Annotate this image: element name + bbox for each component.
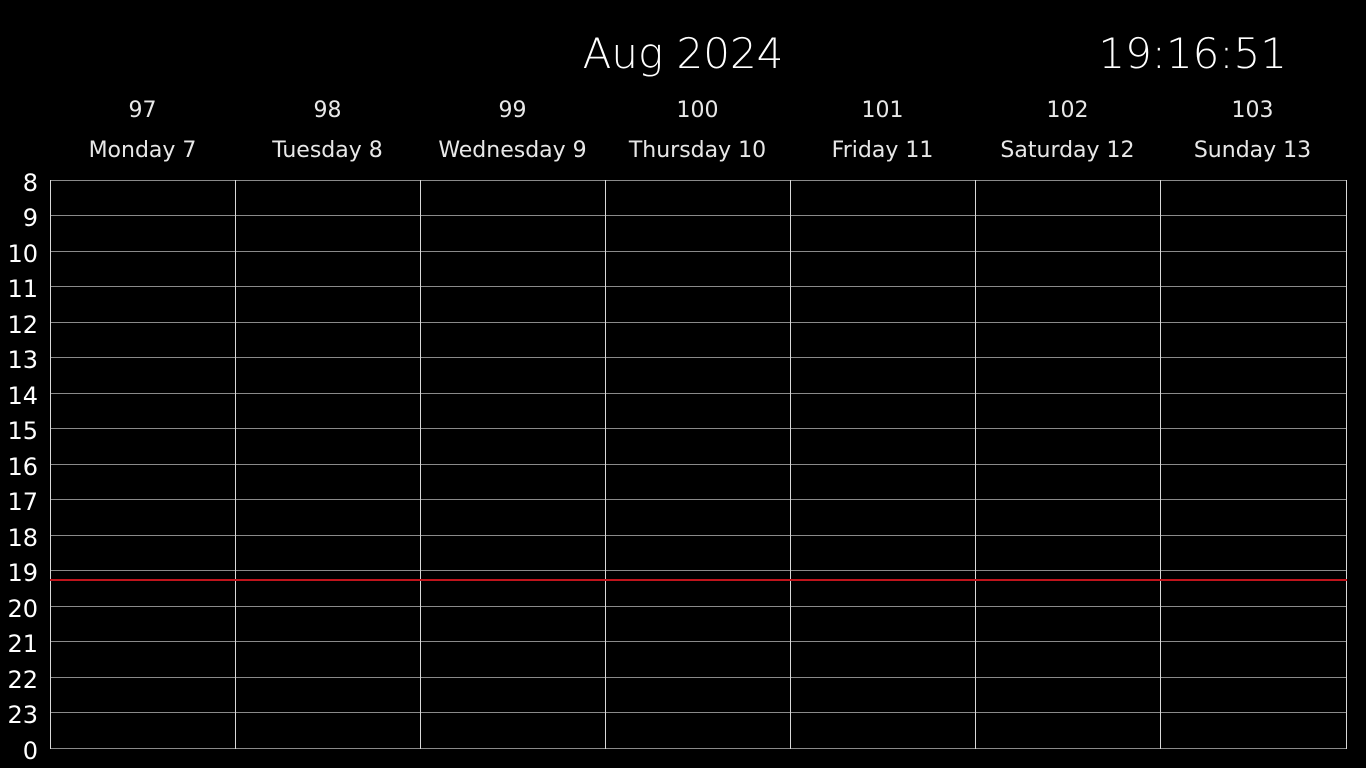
- day-number: 100: [676, 98, 719, 123]
- hour-gridline: [50, 428, 1347, 429]
- hour-gridline: [50, 464, 1347, 465]
- day-header-tuesday: 98 Tuesday 8: [235, 96, 420, 166]
- hour-label: 20: [7, 595, 38, 623]
- hour-gridline: [50, 499, 1347, 500]
- day-column-separator: [235, 180, 236, 749]
- hour-label: 16: [7, 453, 38, 481]
- hour-gridline: [50, 286, 1347, 287]
- day-label: Tuesday 8: [272, 138, 383, 163]
- hour-gridline: [50, 393, 1347, 394]
- day-label: Sunday 13: [1193, 138, 1312, 163]
- day-column-separator: [50, 180, 51, 749]
- hour-label: 14: [7, 382, 38, 410]
- hour-gridline: [50, 677, 1347, 678]
- hour-gridline: [50, 215, 1347, 216]
- hour-label: 22: [7, 666, 38, 694]
- day-number: 102: [1046, 98, 1089, 123]
- clock: 19:16:51: [1098, 29, 1287, 78]
- day-header-wednesday: 99 Wednesday 9: [420, 96, 605, 166]
- hour-label: 21: [7, 630, 38, 658]
- day-header-thursday: 100 Thursday 10: [605, 96, 790, 166]
- hour-gridline: [50, 641, 1347, 642]
- day-header-saturday: 102 Saturday 12: [975, 96, 1160, 166]
- hour-gridline: [50, 748, 1347, 749]
- hour-gridline: [50, 535, 1347, 536]
- day-number: 101: [861, 98, 904, 123]
- hour-gridline: [50, 606, 1347, 607]
- day-label: Monday 7: [88, 138, 197, 163]
- day-column-separator: [605, 180, 606, 749]
- day-label: Saturday 12: [1000, 138, 1135, 163]
- hour-label: 8: [22, 169, 38, 197]
- month-title: Aug 2024: [582, 29, 784, 78]
- hour-gridline: [50, 357, 1347, 358]
- hour-gridline: [50, 712, 1347, 713]
- hour-gridline: [50, 251, 1347, 252]
- hour-gridline: [50, 180, 1347, 181]
- hour-label: 10: [7, 240, 38, 268]
- day-column-separator: [790, 180, 791, 749]
- hour-label: 19: [7, 559, 38, 587]
- hour-label: 12: [7, 311, 38, 339]
- day-header-sunday: 103 Sunday 13: [1160, 96, 1345, 166]
- current-time-line: [50, 579, 1347, 581]
- day-number: 97: [128, 98, 157, 123]
- day-label: Friday 11: [831, 138, 934, 163]
- hour-gridline: [50, 322, 1347, 323]
- hour-gridline: [50, 570, 1347, 571]
- day-label: Wednesday 9: [438, 138, 587, 163]
- day-column-separator: [420, 180, 421, 749]
- day-column-separator: [975, 180, 976, 749]
- day-column-separator: [1346, 180, 1347, 749]
- day-header-friday: 101 Friday 11: [790, 96, 975, 166]
- day-number: 99: [498, 98, 527, 123]
- hour-label: 9: [22, 204, 38, 232]
- day-number: 98: [313, 98, 342, 123]
- hour-label: 18: [7, 524, 38, 552]
- day-label: Thursday 10: [628, 138, 767, 163]
- day-column-separator: [1160, 180, 1161, 749]
- hour-label: 11: [7, 275, 38, 303]
- hour-label: 13: [7, 346, 38, 374]
- hour-label: 0: [22, 737, 38, 765]
- hour-label: 15: [7, 417, 38, 445]
- hour-label: 23: [7, 701, 38, 729]
- day-number: 103: [1231, 98, 1274, 123]
- day-header-monday: 97 Monday 7: [50, 96, 235, 166]
- hour-label: 17: [7, 488, 38, 516]
